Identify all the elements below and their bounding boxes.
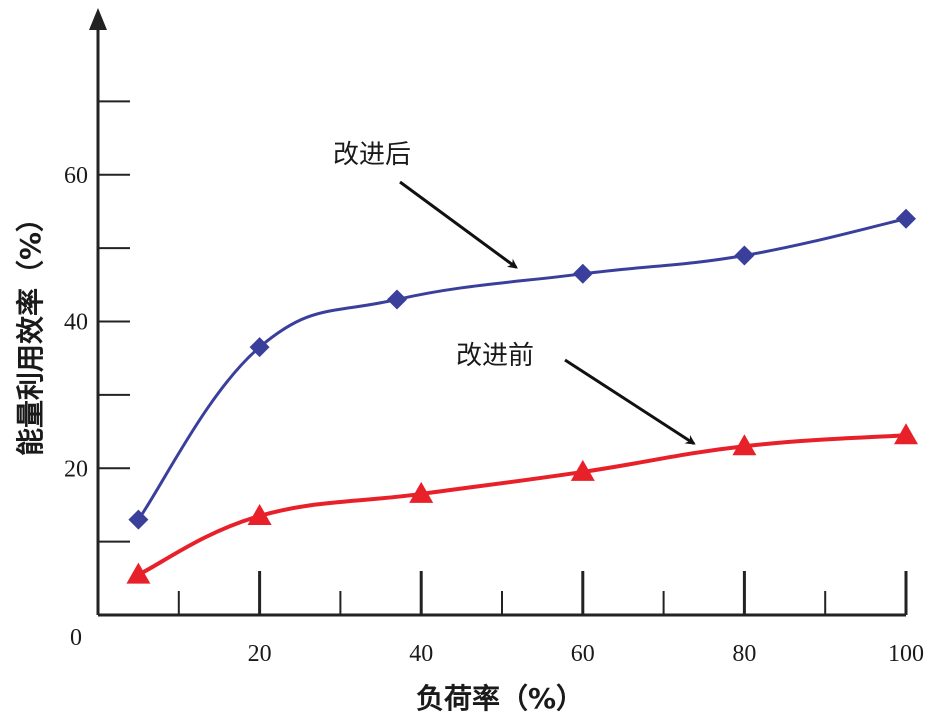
annotation-arrow: [564, 358, 696, 445]
series-line-1: [137, 433, 907, 577]
series-1-point: [409, 481, 434, 503]
x-tick-label: 80: [732, 641, 756, 667]
x-tick-label: 60: [571, 641, 595, 667]
series-0-point: [249, 337, 270, 358]
y-tick-label: 60: [64, 163, 88, 189]
series-0-point: [734, 245, 755, 266]
series-0-point: [896, 208, 916, 229]
y-tick-label: 20: [64, 456, 88, 482]
x-ticks: 20 40 60 80 100: [177, 571, 924, 667]
x-tick-label: 40: [409, 641, 433, 667]
x-tick-label: 100: [888, 641, 924, 667]
y-tick-label: 40: [64, 310, 88, 336]
series-1-point: [894, 423, 918, 445]
x-tick-label: 20: [248, 641, 272, 667]
y-axis-arrow: [89, 8, 107, 30]
y-ticks: 20 40 60: [64, 100, 130, 543]
series-1-point: [732, 434, 757, 456]
series-line-0: [137, 217, 907, 521]
series-1-point: [126, 562, 151, 584]
series-layer: [126, 208, 918, 584]
x-axis-title: 负荷率（%）: [416, 682, 584, 715]
origin-label: 0: [70, 625, 82, 651]
series-0-point: [572, 263, 593, 284]
y-axis-title: 能量利用效率（%）: [14, 204, 47, 456]
series-1-point: [570, 459, 595, 481]
annotation-label: 改进前: [456, 341, 534, 371]
annotation-label: 改进后: [333, 140, 411, 170]
series-0-point: [128, 509, 149, 530]
series-0-point: [386, 289, 407, 310]
annotation-arrow: [399, 180, 518, 269]
series-1-point: [247, 503, 272, 525]
